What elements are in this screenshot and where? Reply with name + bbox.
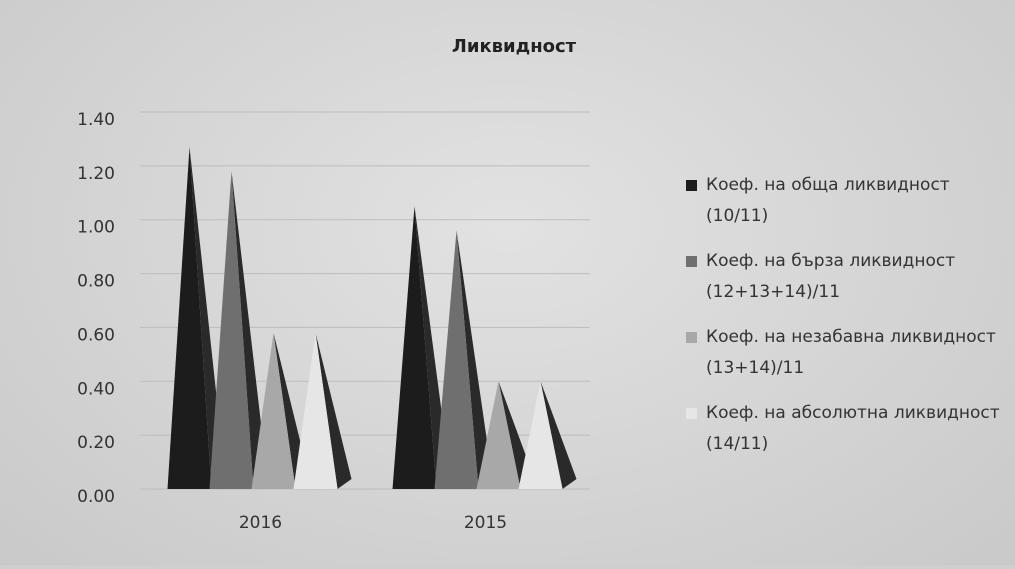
pyramid-face xyxy=(209,171,254,489)
pyramid xyxy=(518,381,577,489)
y-tick-label: 0.40 xyxy=(77,379,115,399)
y-tick-label: 1.20 xyxy=(77,164,115,184)
pyramid-face xyxy=(167,147,212,489)
pyramid-face xyxy=(392,206,437,489)
x-tick-label: 2015 xyxy=(464,513,507,533)
pyramid xyxy=(434,230,493,489)
y-tick-label: 0.80 xyxy=(77,272,115,292)
pyramid-face xyxy=(434,230,479,489)
pyramid-side xyxy=(456,230,493,489)
legend-item: Коеф. на абсолютна ликвидност (14/11) xyxy=(684,398,1004,460)
pyramid-face xyxy=(518,381,563,489)
pyramid xyxy=(293,332,352,489)
y-tick-label: 0.00 xyxy=(77,487,115,507)
y-tick-label: 0.20 xyxy=(77,433,115,453)
legend-swatch xyxy=(686,332,697,343)
legend: Коеф. на обща ликвидност (10/11) Коеф. на… xyxy=(684,170,1004,474)
pyramid xyxy=(209,171,268,489)
legend-swatch xyxy=(686,180,697,191)
legend-label: Коеф. на абсолютна ликвидност (14/11) xyxy=(706,403,1000,454)
pyramid-side xyxy=(540,381,577,489)
legend-item: Коеф. на бърза ликвидност (12+13+14)/11 xyxy=(684,246,1004,308)
legend-swatch xyxy=(686,408,697,419)
y-tick-label: 1.00 xyxy=(77,218,115,238)
pyramid-side xyxy=(315,332,352,489)
pyramid-side xyxy=(231,171,268,489)
pyramid-face xyxy=(293,332,338,489)
pyramid-face xyxy=(476,381,521,489)
legend-item: Коеф. на незабавна ликвидност (13+14)/11 xyxy=(684,322,1004,384)
legend-label: Коеф. на бърза ликвидност (12+13+14)/11 xyxy=(706,251,956,302)
y-tick-label: 1.40 xyxy=(77,110,115,130)
legend-label: Коеф. на незабавна ликвидност (13+14)/11 xyxy=(706,327,996,378)
legend-swatch xyxy=(686,256,697,267)
y-tick-label: 0.60 xyxy=(77,325,115,345)
legend-item: Коеф. на обща ликвидност (10/11) xyxy=(684,170,1004,232)
chart-title: Ликвидност xyxy=(452,36,577,57)
pyramid-face xyxy=(251,332,296,489)
legend-label: Коеф. на обща ликвидност (10/11) xyxy=(706,175,950,226)
x-tick-label: 2016 xyxy=(239,513,282,533)
